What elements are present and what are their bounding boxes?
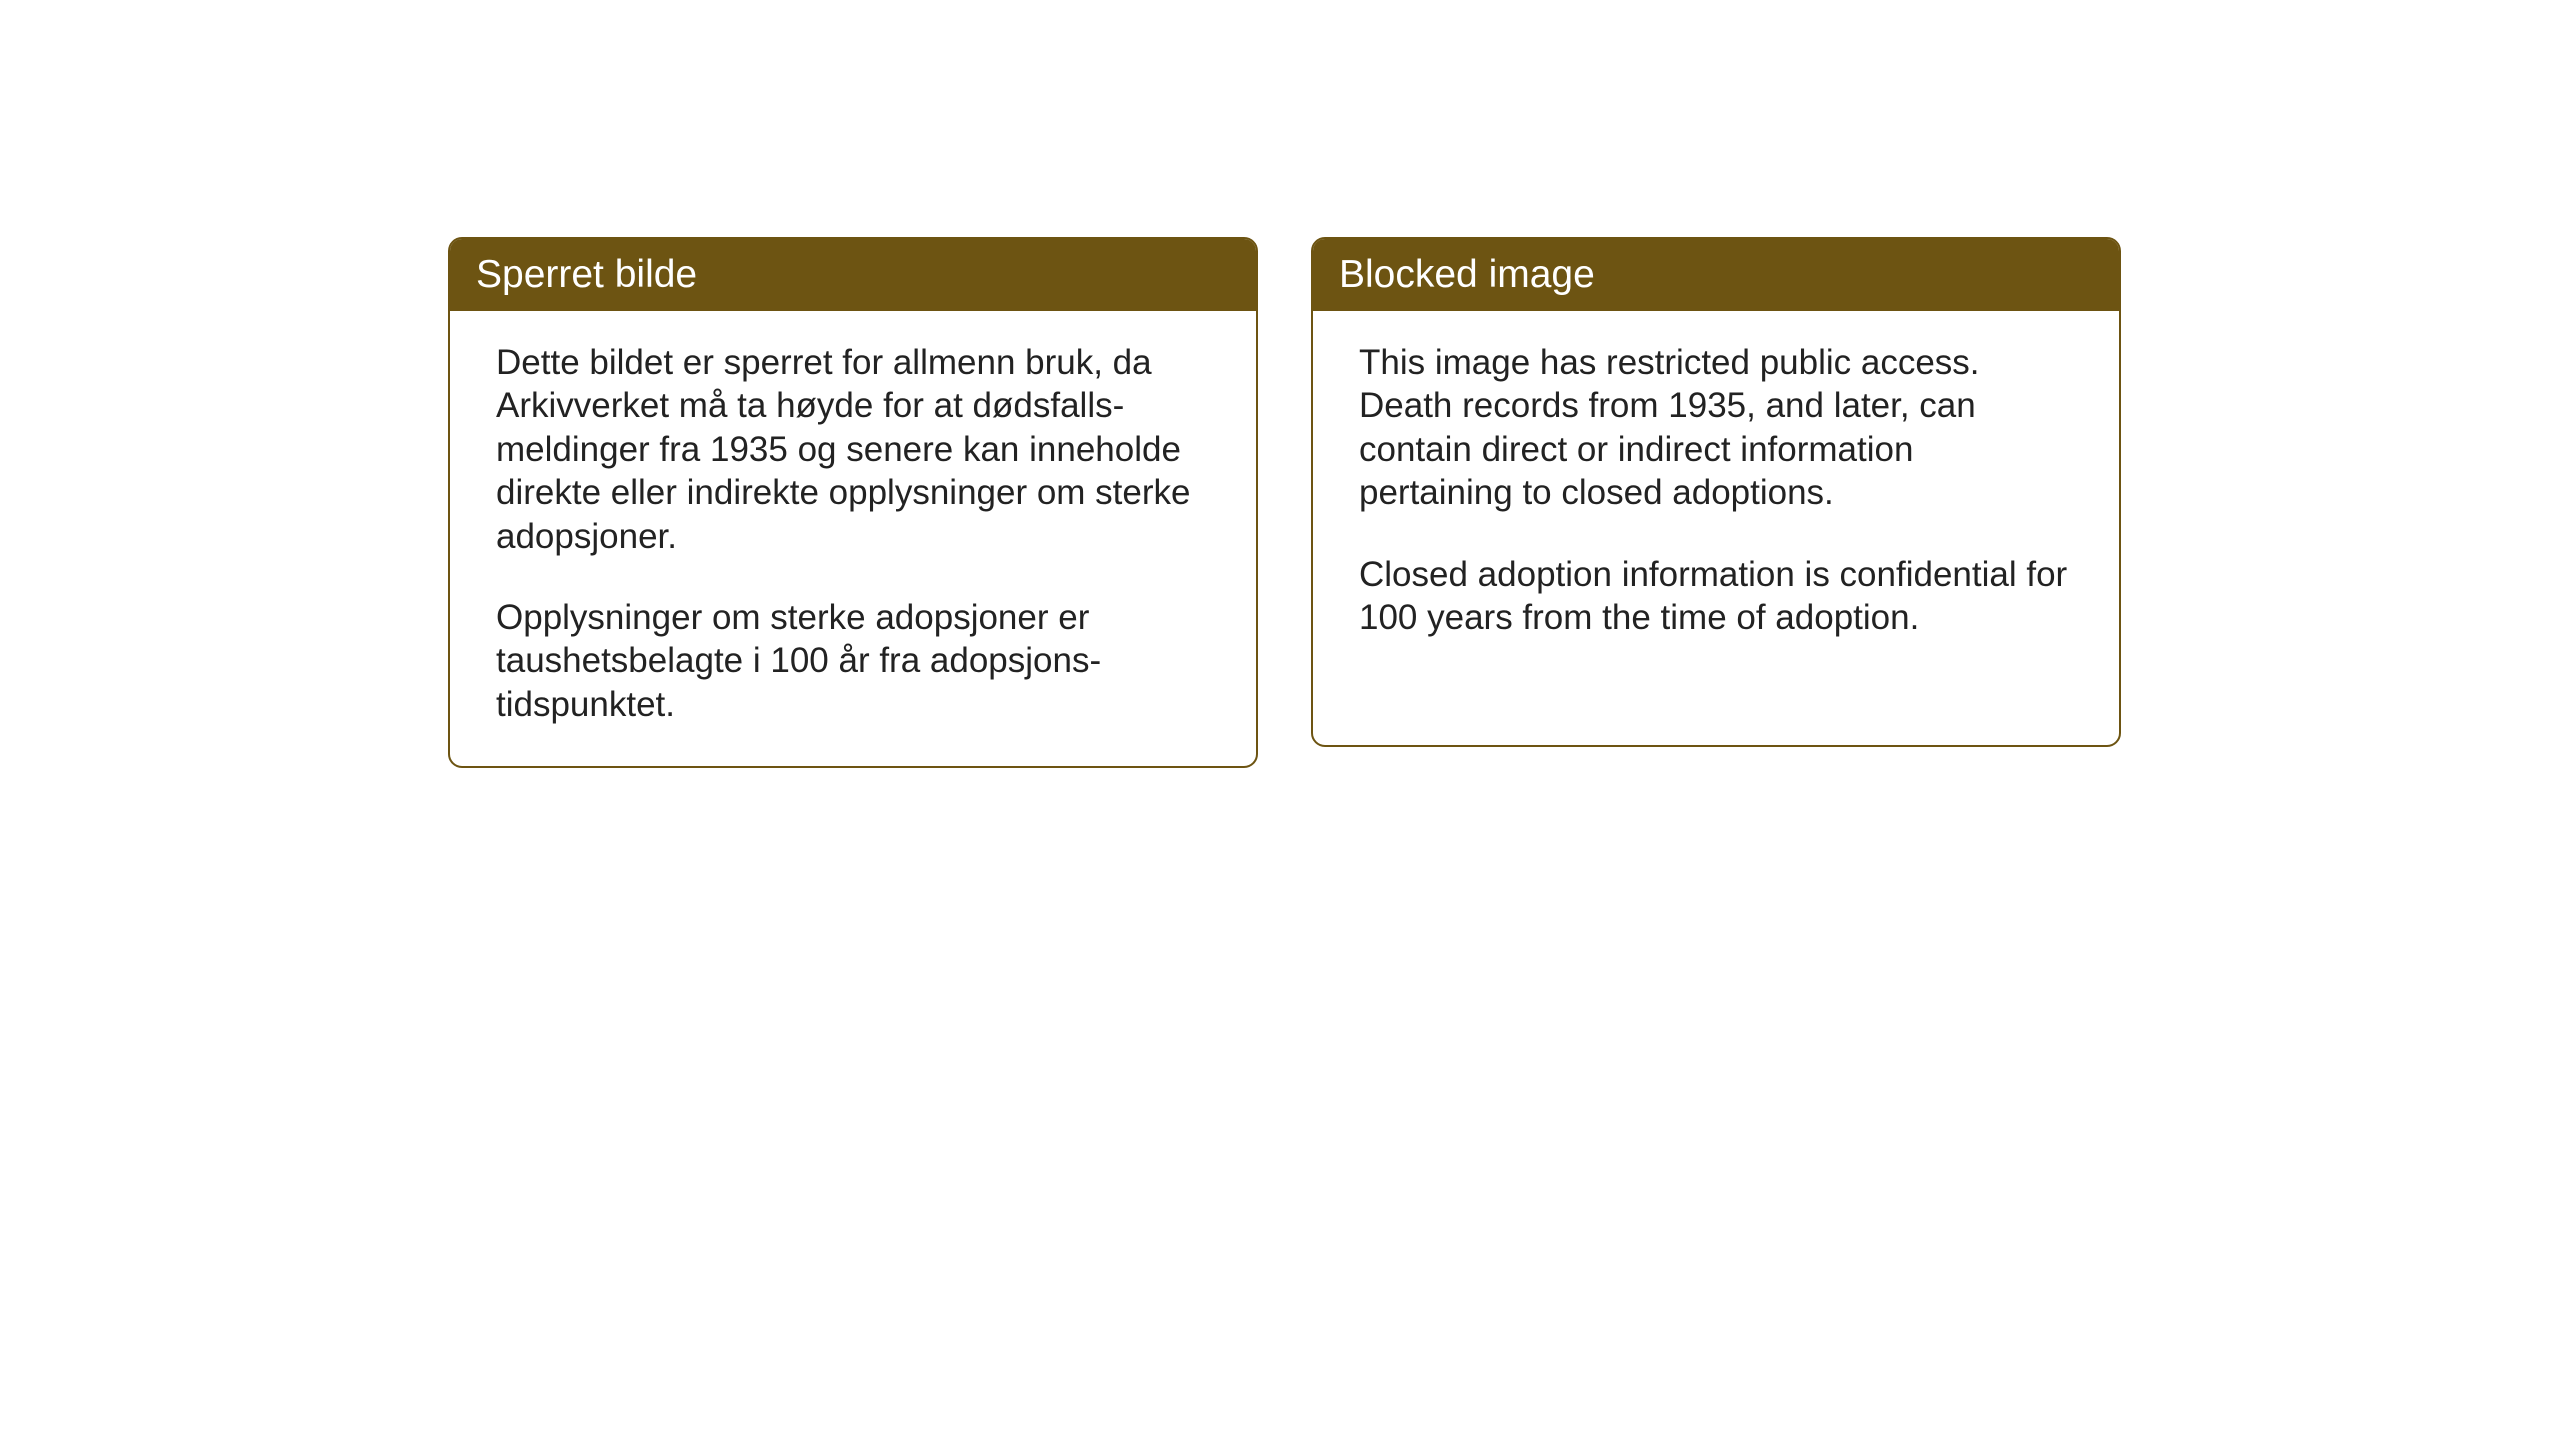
card-title-norwegian: Sperret bilde	[476, 253, 697, 296]
card-paragraph-1-english: This image has restricted public access.…	[1359, 341, 2073, 515]
notice-card-english: Blocked image This image has restricted …	[1311, 237, 2121, 747]
card-header-english: Blocked image	[1313, 239, 2119, 311]
card-paragraph-1-norwegian: Dette bildet er sperret for allmenn bruk…	[496, 341, 1210, 558]
card-paragraph-2-norwegian: Opplysninger om sterke adopsjoner er tau…	[496, 596, 1210, 726]
notice-container: Sperret bilde Dette bildet er sperret fo…	[448, 237, 2121, 768]
card-paragraph-2-english: Closed adoption information is confident…	[1359, 553, 2073, 640]
card-body-english: This image has restricted public access.…	[1313, 311, 2119, 679]
notice-card-norwegian: Sperret bilde Dette bildet er sperret fo…	[448, 237, 1258, 768]
card-body-norwegian: Dette bildet er sperret for allmenn bruk…	[450, 311, 1256, 766]
card-header-norwegian: Sperret bilde	[450, 239, 1256, 311]
card-title-english: Blocked image	[1339, 253, 1595, 296]
